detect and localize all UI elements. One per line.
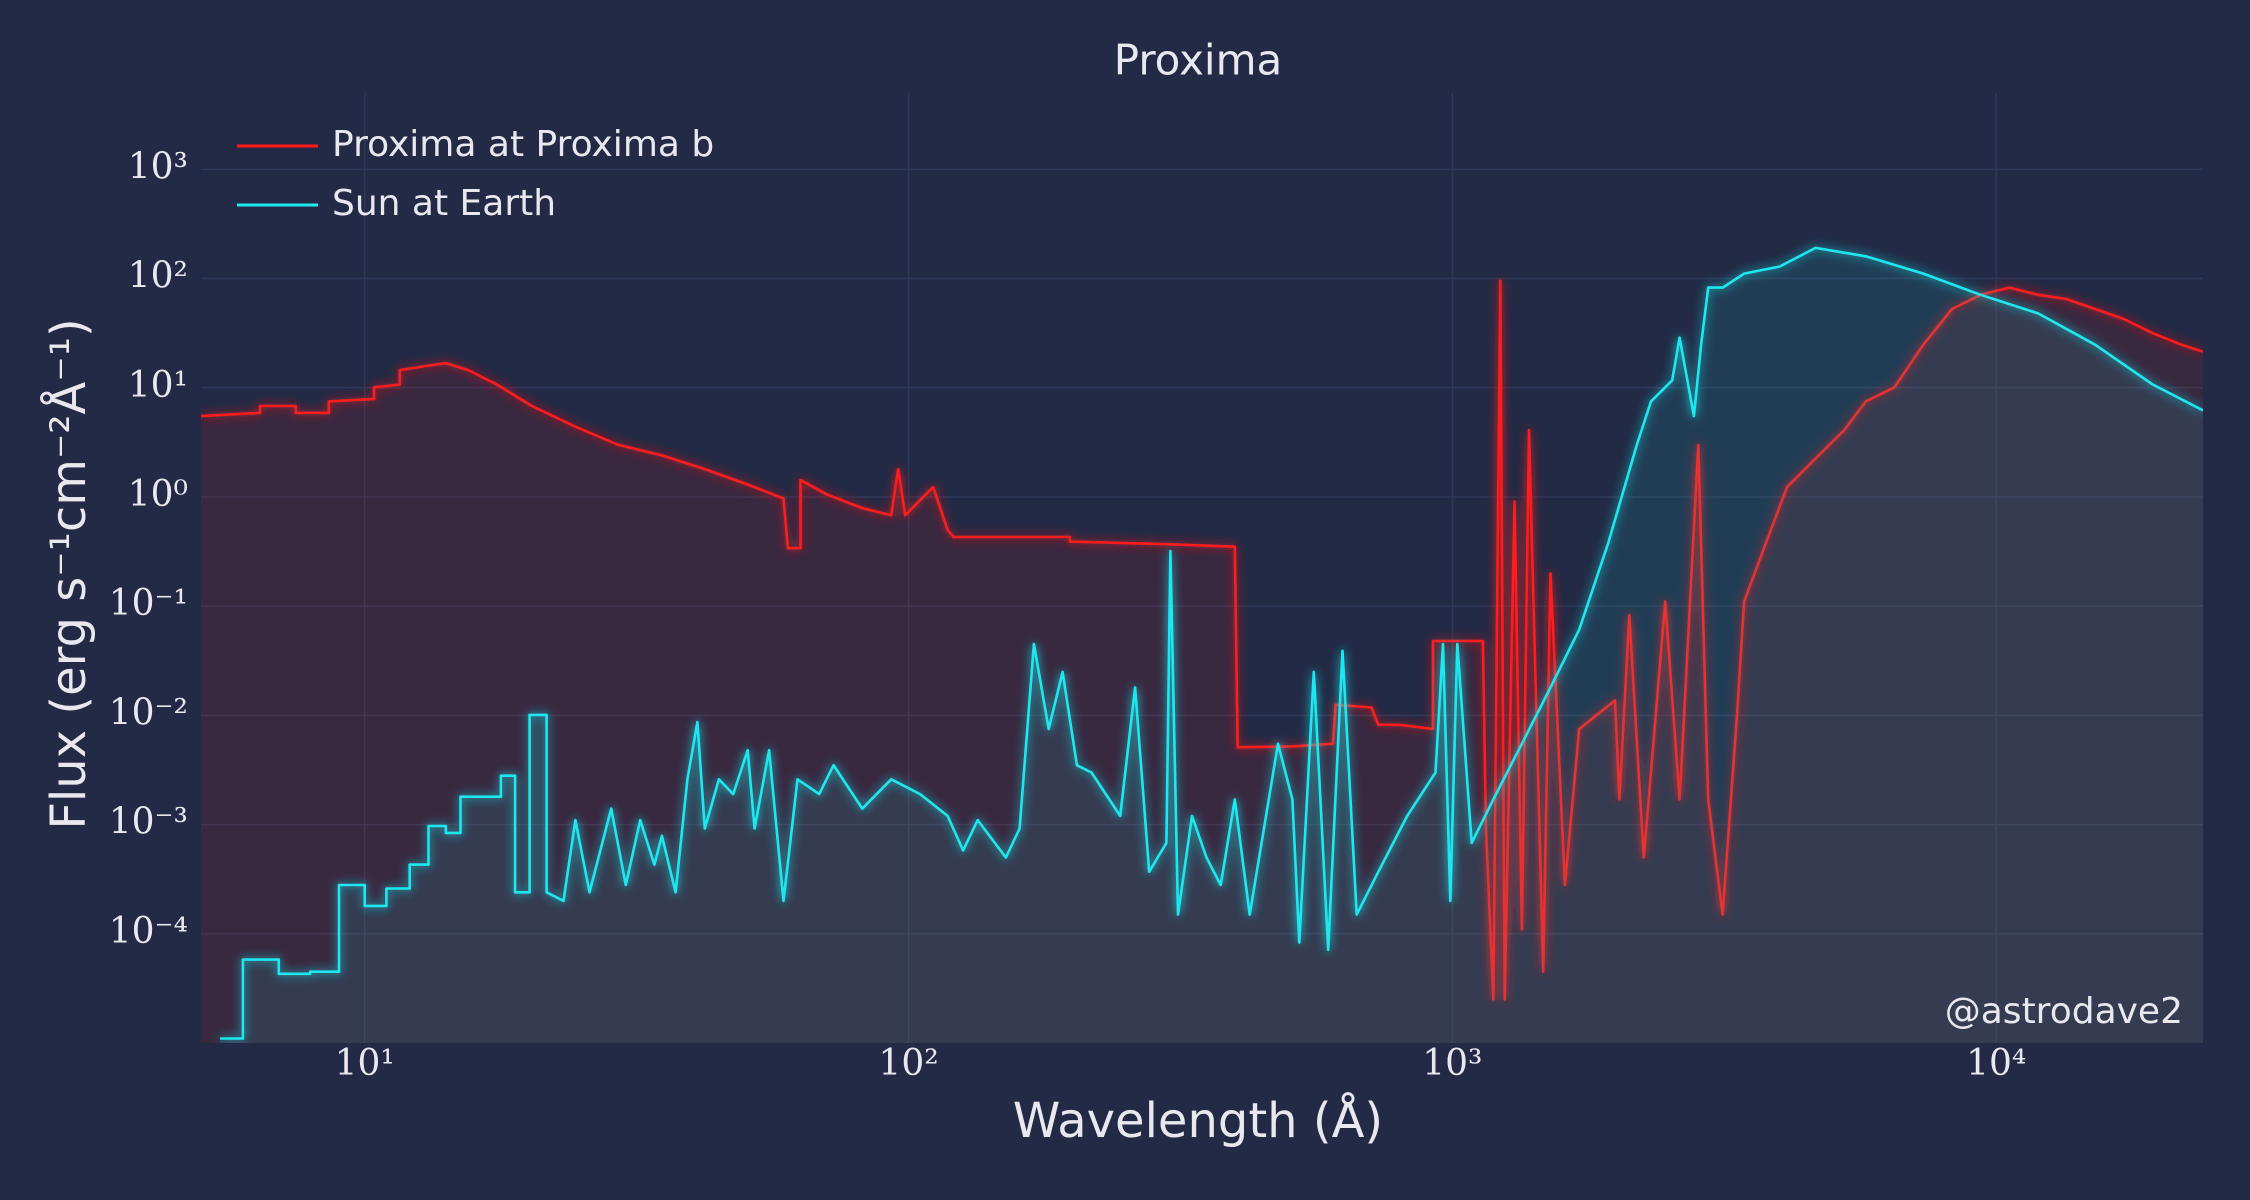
series-area — [220, 247, 2203, 1043]
legend-label: Proxima at Proxima b — [332, 124, 714, 165]
annotation: @astrodave2 — [1945, 991, 2183, 1032]
y-tick-label: 10¹ — [128, 365, 188, 406]
x-axis-label: Wavelength (Å) — [1013, 1092, 1383, 1149]
y-tick-label: 10² — [128, 256, 188, 297]
y-tick-label: 10⁻³ — [109, 802, 188, 843]
y-tick-label: 10⁻⁴ — [109, 911, 188, 952]
x-tick-label: 10² — [878, 1043, 938, 1084]
x-tick-label: 10¹ — [335, 1043, 395, 1084]
y-tick-label: 10⁻² — [109, 692, 188, 733]
y-tick-label: 10³ — [128, 146, 188, 187]
x-tick-label: 10³ — [1422, 1043, 1482, 1084]
axes: 10¹ 10² 10³ 10⁴ 10⁻⁴ 10⁻³ 10⁻² 10⁻¹ 10⁰ 10¹ 10² 10³ — [109, 146, 2027, 1084]
series-line — [201, 279, 2203, 1001]
series-area — [201, 280, 2203, 1043]
y-axis-label: Flux (erg s⁻¹cm⁻²Å⁻¹) — [40, 318, 97, 829]
x-tick-label: 10⁴ — [1966, 1043, 2026, 1084]
series-line — [220, 246, 2203, 1040]
y-tick-label: 10⁰ — [128, 474, 188, 515]
legend-label: Sun at Earth — [332, 183, 556, 224]
y-tick-label: 10⁻¹ — [109, 583, 188, 624]
plot-area — [201, 246, 2203, 1043]
chart-title: Proxima — [1114, 36, 1283, 85]
legend: Proxima at Proxima b Sun at Earth — [237, 124, 714, 224]
grid — [201, 93, 2203, 1043]
